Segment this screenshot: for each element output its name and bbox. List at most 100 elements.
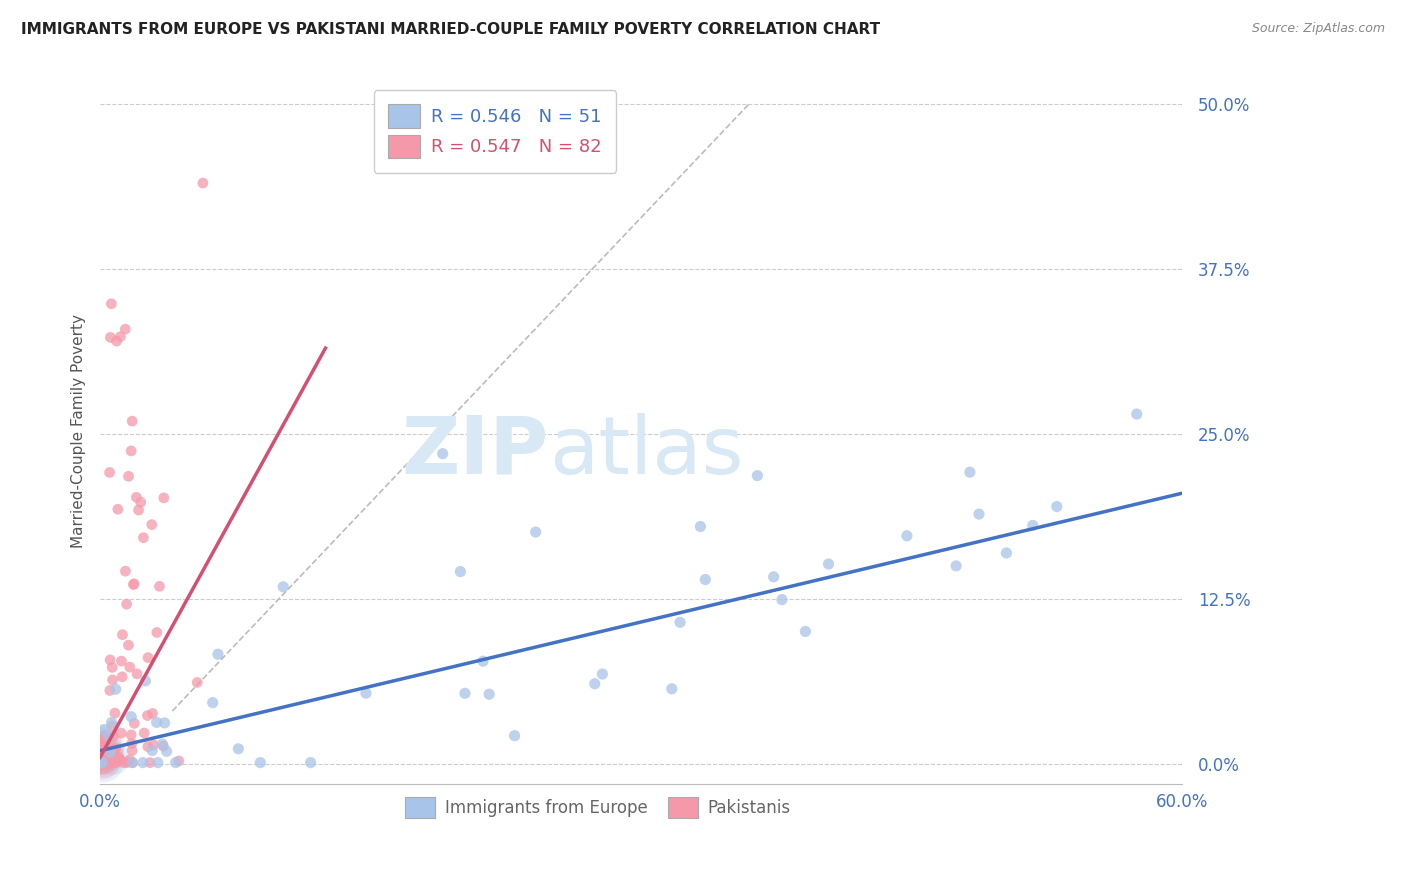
Point: [101, 660, 124, 674]
Point: [93, 723, 115, 737]
Point: [1022, 518, 1045, 533]
Point: [110, 654, 132, 668]
Point: [117, 469, 139, 483]
Point: [96, 756, 118, 770]
Point: [747, 468, 769, 483]
Point: [896, 529, 918, 543]
Point: [104, 706, 127, 720]
Point: [121, 756, 143, 770]
Point: [96, 740, 118, 755]
Point: [107, 750, 129, 764]
Point: [110, 726, 132, 740]
Point: [101, 673, 124, 687]
Point: [152, 739, 174, 754]
Point: [91, 729, 114, 743]
Point: [89, 732, 111, 747]
Point: [201, 696, 224, 710]
Y-axis label: Married-Couple Family Poverty: Married-Couple Family Poverty: [72, 314, 86, 548]
Point: [967, 507, 990, 521]
Point: [146, 625, 169, 640]
Point: [93, 746, 115, 760]
Point: [142, 706, 165, 721]
Point: [695, 573, 717, 587]
Point: [107, 502, 129, 516]
Point: [96, 742, 118, 756]
Point: [91, 754, 114, 768]
Point: [1125, 407, 1147, 421]
Point: [121, 736, 143, 750]
Point: [115, 597, 138, 611]
Point: [689, 519, 711, 533]
Point: [98, 653, 121, 667]
Point: [101, 744, 124, 758]
Point: [97, 729, 120, 743]
Point: [165, 756, 187, 770]
Point: [207, 647, 229, 661]
Point: [141, 517, 163, 532]
Point: [94, 742, 117, 756]
Point: [111, 670, 134, 684]
Point: [98, 748, 121, 763]
Point: [94, 754, 117, 768]
Point: [454, 686, 477, 700]
Point: [90, 737, 112, 751]
Point: [121, 756, 143, 770]
Point: [128, 503, 150, 517]
Point: [167, 754, 190, 768]
Point: [591, 667, 613, 681]
Point: [90, 756, 112, 770]
Point: [120, 444, 142, 458]
Point: [669, 615, 692, 630]
Point: [249, 756, 271, 770]
Point: [134, 726, 156, 740]
Point: [114, 564, 136, 578]
Point: [108, 753, 131, 767]
Point: [98, 745, 121, 759]
Point: [134, 673, 156, 688]
Point: [125, 491, 148, 505]
Point: [118, 753, 141, 767]
Point: [271, 580, 294, 594]
Point: [661, 681, 683, 696]
Point: [186, 675, 208, 690]
Point: [93, 753, 115, 767]
Point: [103, 730, 125, 744]
Point: [152, 737, 174, 751]
Point: [139, 756, 162, 770]
Point: [94, 747, 117, 761]
Point: [94, 729, 117, 743]
Point: [120, 710, 142, 724]
Point: [121, 743, 143, 757]
Legend: Immigrants from Europe, Pakistanis: Immigrants from Europe, Pakistanis: [398, 790, 797, 825]
Point: [136, 650, 159, 665]
Point: [472, 654, 495, 668]
Point: [226, 741, 249, 756]
Point: [191, 176, 214, 190]
Point: [94, 756, 117, 770]
Point: [93, 750, 115, 764]
Point: [111, 627, 134, 641]
Point: [98, 466, 121, 480]
Point: [299, 756, 322, 770]
Point: [432, 447, 454, 461]
Point: [104, 741, 127, 756]
Point: [121, 414, 143, 428]
Point: [524, 524, 547, 539]
Point: [91, 756, 114, 770]
Point: [101, 719, 124, 733]
Point: [91, 750, 114, 764]
Point: [91, 741, 114, 756]
Point: [93, 743, 115, 757]
Point: [583, 677, 606, 691]
Point: [141, 743, 163, 757]
Point: [115, 756, 138, 770]
Point: [1046, 500, 1069, 514]
Point: [142, 738, 165, 752]
Point: [478, 687, 501, 701]
Point: [995, 546, 1018, 560]
Point: [103, 751, 125, 765]
Point: [117, 638, 139, 652]
Point: [354, 686, 377, 700]
Point: [110, 329, 132, 343]
Point: [503, 729, 526, 743]
